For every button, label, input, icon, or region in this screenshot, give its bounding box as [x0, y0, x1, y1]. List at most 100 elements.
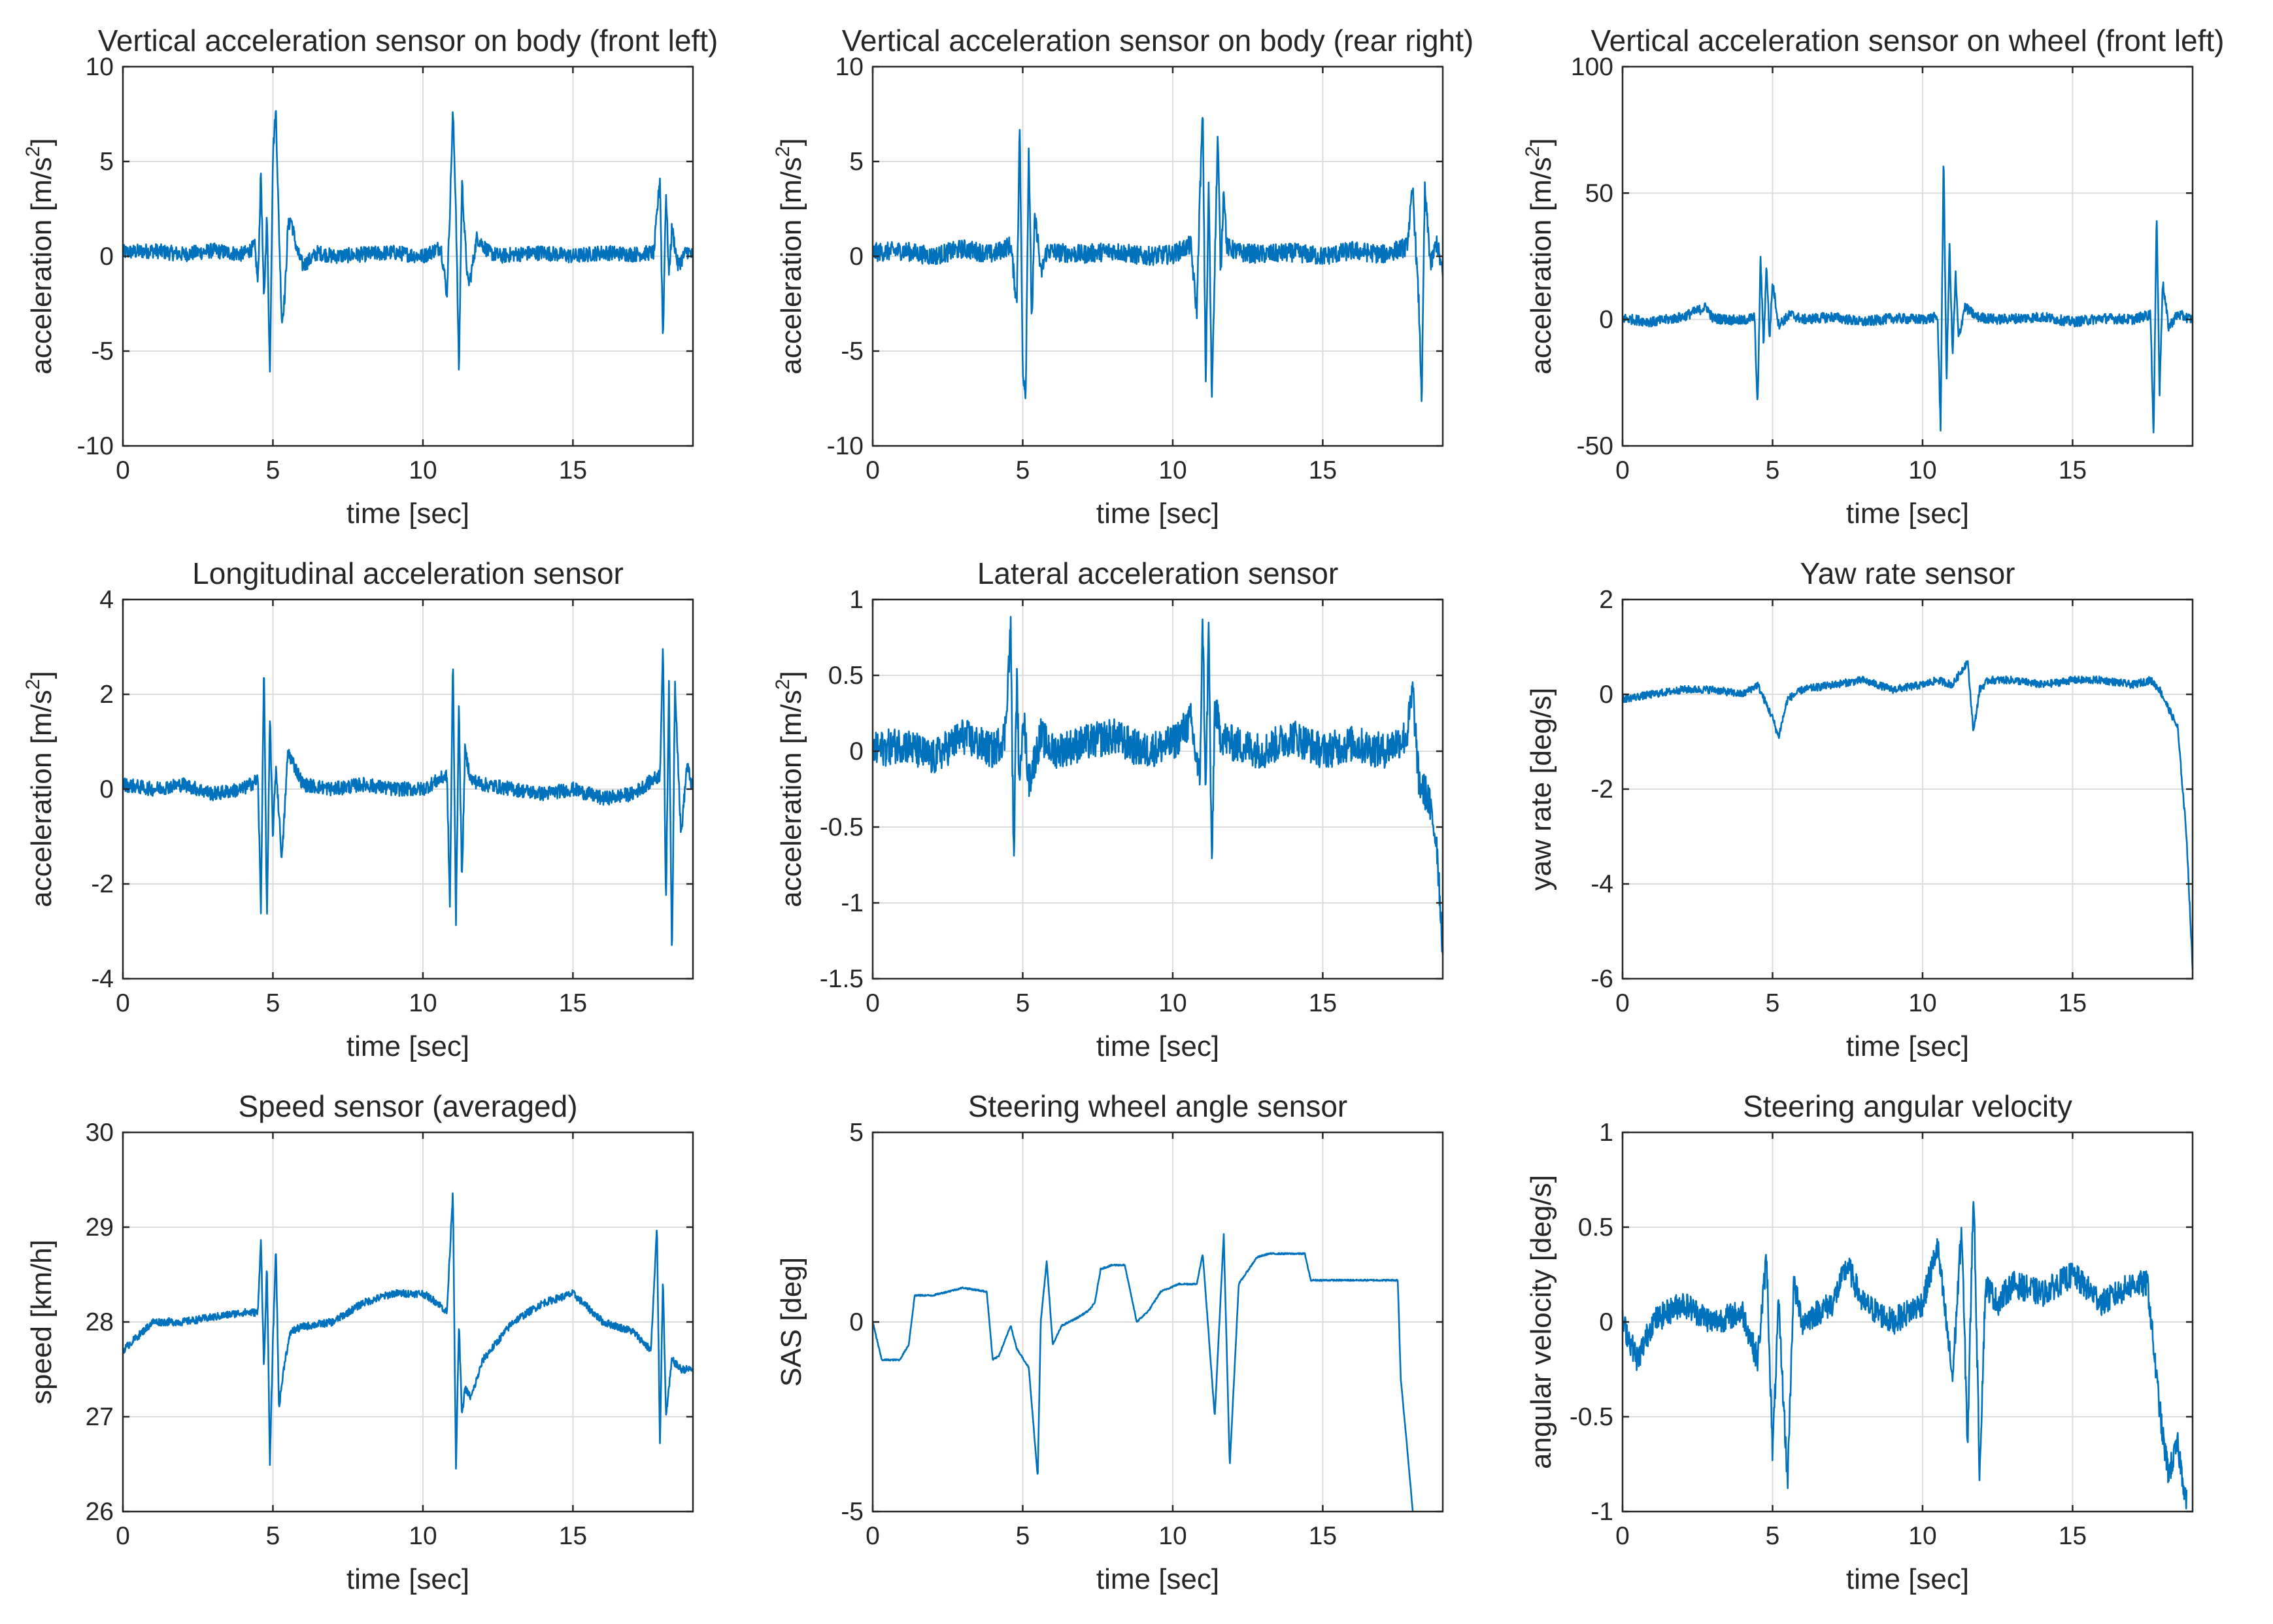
- x-tick-label: 10: [1158, 1522, 1187, 1550]
- chart-panel-9: 0 5 10 15 -1 -0.5 0 0.5 1 Steering angular veloci…: [1525, 1089, 2194, 1595]
- x-tick-label: 10: [409, 456, 437, 484]
- series-line: [871, 616, 1444, 955]
- x-axis-label: time [sec]: [346, 1030, 469, 1062]
- series-line: [871, 1233, 1414, 1512]
- y-axis-label: angular velocity [deg/s]: [1525, 1175, 1557, 1469]
- chart-panel-7: 0 5 10 15 26 27 28 29 30 Speed sensor (averaged) t…: [25, 1089, 694, 1595]
- chart-title: Lateral acceleration sensor: [977, 556, 1338, 590]
- y-tick-label: 26: [86, 1498, 114, 1526]
- chart-title: Longitudinal acceleration sensor: [192, 556, 624, 590]
- y-tick-label: 0.5: [828, 662, 864, 690]
- y-tick-label: -5: [841, 337, 864, 365]
- y-tick-label: -4: [1591, 870, 1613, 898]
- series-line: [1621, 660, 2194, 970]
- series-line: [122, 648, 694, 946]
- y-tick-label: -1: [841, 889, 864, 917]
- x-tick-label: 10: [1158, 989, 1187, 1017]
- x-axis-label: time [sec]: [1846, 1030, 1969, 1062]
- y-tick-label: 1: [1599, 1119, 1613, 1147]
- chart-title: Vertical acceleration sensor on wheel (f…: [1591, 24, 2224, 58]
- x-tick-label: 5: [1766, 989, 1780, 1017]
- x-axis-label: time [sec]: [1096, 498, 1219, 530]
- x-tick-label: 10: [1158, 456, 1187, 484]
- y-tick-label: 0: [849, 737, 864, 766]
- series-line: [122, 1192, 694, 1470]
- y-tick-label: 2: [1599, 586, 1613, 614]
- x-tick-label: 10: [1908, 989, 1936, 1017]
- y-tick-label: -50: [1577, 432, 1613, 460]
- chart-title: Steering angular velocity: [1743, 1089, 2072, 1123]
- y-tick-label: -0.5: [820, 813, 864, 841]
- y-tick-label: 100: [1571, 53, 1613, 81]
- chart-title: Vertical acceleration sensor on body (fr…: [98, 24, 718, 58]
- y-tick-label: -4: [91, 965, 114, 993]
- x-tick-label: 10: [1908, 456, 1936, 484]
- x-axis-label: time [sec]: [1096, 1030, 1219, 1062]
- x-axis-label: time [sec]: [1096, 1563, 1219, 1595]
- chart-panel-4: 0 5 10 15 -4 -2 0 2 4 Longitudinal acceleration s…: [22, 556, 694, 1062]
- x-tick-label: 15: [559, 1522, 587, 1550]
- x-tick-label: 15: [1309, 1522, 1337, 1550]
- x-tick-label: 5: [1016, 989, 1030, 1017]
- x-tick-label: 0: [866, 456, 880, 484]
- y-tick-label: 30: [86, 1119, 114, 1147]
- y-axis-label: SAS [deg]: [775, 1257, 807, 1387]
- chart-panel-6: 0 5 10 15 -6 -4 -2 0 2 Yaw rate sensor time [sec] y…: [1525, 556, 2194, 1062]
- x-tick-label: 5: [266, 989, 280, 1017]
- y-axis-label: acceleration [m/s2]: [22, 671, 58, 907]
- y-tick-label: 29: [86, 1213, 114, 1242]
- x-tick-label: 0: [1615, 989, 1630, 1017]
- y-tick-label: 2: [99, 681, 114, 709]
- x-axis-label: time [sec]: [1846, 498, 1969, 530]
- y-tick-label: 10: [835, 53, 864, 81]
- y-tick-label: 0: [849, 1308, 864, 1336]
- y-tick-label: -2: [1591, 775, 1613, 804]
- y-tick-label: 0: [849, 243, 864, 271]
- x-tick-label: 15: [1309, 989, 1337, 1017]
- chart-title: Yaw rate sensor: [1800, 556, 2015, 590]
- series-line: [1622, 165, 2194, 433]
- x-tick-label: 5: [1016, 456, 1030, 484]
- y-tick-label: 0: [99, 775, 114, 804]
- series-line: [122, 110, 694, 373]
- x-tick-label: 10: [409, 1522, 437, 1550]
- x-tick-label: 0: [1615, 456, 1630, 484]
- y-tick-label: 5: [849, 148, 864, 176]
- chart-title: Vertical acceleration sensor on body (re…: [842, 24, 1473, 58]
- x-tick-label: 15: [2059, 456, 2087, 484]
- x-axis-label: time [sec]: [1846, 1563, 1969, 1595]
- x-tick-label: 0: [116, 1522, 130, 1550]
- axes-frame: [1621, 65, 2194, 447]
- y-tick-label: 0: [1599, 306, 1613, 334]
- y-tick-label: 50: [1585, 179, 1613, 207]
- y-tick-label: -5: [91, 337, 114, 365]
- y-axis-label: acceleration [m/s2]: [772, 671, 807, 907]
- y-tick-label: 0: [1599, 1308, 1613, 1336]
- series-line: [871, 116, 1444, 402]
- y-axis-label: acceleration [m/s2]: [22, 138, 58, 375]
- y-tick-label: 10: [86, 53, 114, 81]
- chart-panel-5: 0 5 10 15 -1.5 -1 -0.5 0 0.5 1 Lateral acceleratio…: [772, 556, 1444, 1062]
- y-tick-label: -0.5: [1570, 1403, 1613, 1431]
- x-tick-label: 10: [409, 989, 437, 1017]
- y-tick-label: -10: [77, 432, 114, 460]
- y-tick-label: -1.5: [820, 965, 864, 993]
- series-line: [1621, 1201, 2188, 1510]
- y-tick-label: 27: [86, 1403, 114, 1431]
- x-tick-label: 15: [559, 456, 587, 484]
- x-tick-label: 5: [1766, 1522, 1780, 1550]
- x-tick-label: 5: [1766, 456, 1780, 484]
- y-tick-label: 5: [99, 148, 114, 176]
- chart-title: Speed sensor (averaged): [238, 1089, 577, 1123]
- x-axis-label: time [sec]: [346, 498, 469, 530]
- x-tick-label: 0: [116, 456, 130, 484]
- x-tick-label: 0: [116, 989, 130, 1017]
- y-tick-label: -6: [1591, 965, 1613, 993]
- x-tick-label: 15: [1309, 456, 1337, 484]
- y-tick-label: 5: [849, 1119, 864, 1147]
